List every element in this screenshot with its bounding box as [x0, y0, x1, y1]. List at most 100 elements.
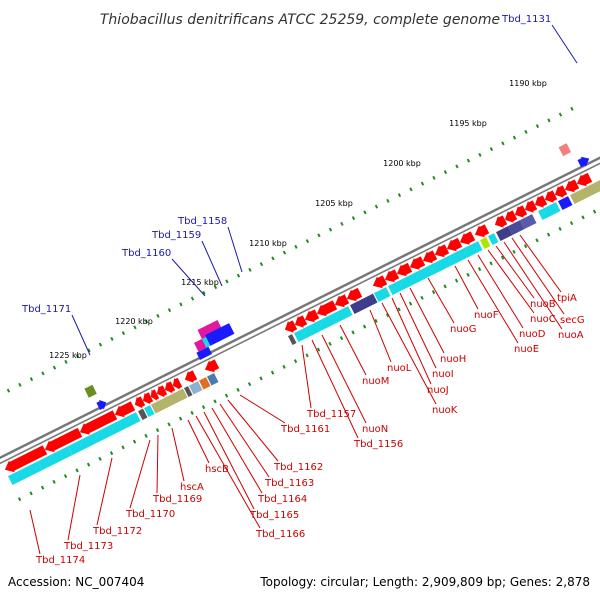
- cds-block: [488, 233, 499, 245]
- tick-mark: [224, 393, 229, 398]
- tick-mark: [523, 244, 528, 249]
- tick-mark: [167, 422, 171, 427]
- gene-arrow: [384, 269, 400, 283]
- tick-mark: [547, 118, 551, 123]
- tick-mark: [570, 106, 574, 111]
- tick-mark: [455, 164, 459, 169]
- gene-arrow: [284, 320, 298, 333]
- gene-arrow: [544, 190, 558, 203]
- leader-line: [487, 249, 535, 314]
- leader-line: [399, 292, 437, 369]
- tick-mark: [144, 319, 149, 324]
- inner-gene-label: Tbd_1164: [257, 494, 307, 505]
- tick-mark: [225, 279, 229, 284]
- tick-mark: [86, 462, 91, 467]
- tick-mark: [316, 347, 321, 352]
- scale-label: 1215 kbp: [181, 278, 219, 287]
- tick-mark: [270, 370, 275, 375]
- tick-mark: [305, 353, 309, 358]
- inner-gene-label: Tbd_1161: [280, 424, 330, 435]
- gene-labels: Tbd_1131 Tbd_1158 Tbd_1159 Tbd_1160 Tbd_1171…: [21, 14, 585, 566]
- inner-gene-label: nuoF: [474, 310, 499, 321]
- inner-gene-label: Tbd_1173: [63, 541, 113, 552]
- outer-feature-block: [197, 320, 223, 341]
- tick-mark: [121, 331, 126, 336]
- leader-line: [96, 457, 113, 526]
- tick-mark: [282, 250, 287, 255]
- scale-label: 1225 kbp: [49, 351, 87, 360]
- gene-arrow: [494, 215, 508, 228]
- tick-mark: [29, 377, 34, 382]
- tick-mark: [52, 479, 56, 484]
- cds-block: [508, 220, 525, 235]
- leader-line: [467, 259, 519, 344]
- gene-arrow: [204, 359, 220, 373]
- gene-arrow: [554, 185, 568, 198]
- inner-gene-label: nuoK: [432, 405, 458, 416]
- tick-mark: [213, 399, 217, 404]
- tick-mark: [592, 209, 597, 214]
- tick-mark: [386, 198, 390, 203]
- tick-mark: [374, 204, 379, 209]
- outer-feature-block: [205, 323, 235, 346]
- leader-line: [156, 434, 159, 494]
- genome-backbone: [0, 156, 600, 465]
- inner-gene-label: nuoG: [450, 324, 477, 335]
- cds-block: [138, 408, 148, 420]
- outer-gene-label: Tbd_1171: [21, 304, 71, 315]
- tick-mark: [75, 468, 79, 473]
- tick-mark: [29, 491, 33, 496]
- gene-arrow: [564, 179, 580, 193]
- inner-gene-label: hscB: [205, 464, 229, 475]
- inner-gene-label: nuoH: [440, 354, 466, 365]
- tick-mark: [259, 376, 263, 381]
- tick-mark: [443, 284, 447, 289]
- inner-gene-label: Tbd_1174: [35, 555, 85, 566]
- tick-mark: [408, 301, 413, 306]
- tick-mark: [489, 147, 494, 152]
- tick-mark: [282, 364, 286, 369]
- tick-mark: [340, 221, 344, 226]
- tick-mark: [328, 227, 333, 232]
- cds-block: [184, 386, 193, 397]
- outer-feature-block: [194, 338, 207, 352]
- leader-line: [67, 474, 81, 541]
- tick-mark: [385, 313, 390, 318]
- tick-mark: [409, 187, 413, 192]
- scale-label: 1205 kbp: [315, 199, 353, 208]
- gene-arrow: [142, 392, 154, 405]
- tick-mark: [178, 416, 183, 421]
- tick-mark: [63, 474, 68, 479]
- gene-arrow: [576, 172, 593, 187]
- cds-block: [68, 412, 141, 455]
- genome-summary-label: Topology: circular; Length: 2,909,809 bp…: [259, 575, 590, 589]
- tick-mark: [432, 175, 436, 180]
- leader-line: [409, 287, 445, 354]
- scale-labels: 1190 kbp 1195 kbp 1200 kbp 1205 kbp 1210 kbp…: [49, 79, 547, 360]
- inner-gene-label: nuoM: [362, 376, 389, 387]
- inner-gene-label: nuoB: [530, 299, 556, 310]
- tick-mark: [535, 124, 540, 129]
- leader-line: [495, 245, 535, 299]
- cds-block: [294, 306, 353, 342]
- leader-lines: [29, 24, 578, 555]
- gene-arrow: [172, 377, 183, 390]
- cds-block: [8, 461, 43, 485]
- tick-mark: [98, 456, 102, 461]
- gene-arrow: [514, 205, 528, 218]
- tick-mark: [167, 308, 172, 313]
- tick-mark: [190, 296, 195, 301]
- gene-arrow: [474, 224, 490, 238]
- gene-arrow: [524, 200, 538, 213]
- tick-mark: [374, 318, 378, 323]
- inner-gene-label: Tbd_1166: [255, 529, 305, 540]
- cds-block: [374, 287, 391, 302]
- tick-mark: [305, 239, 310, 244]
- tick-mark: [477, 267, 482, 272]
- leader-line: [454, 265, 479, 310]
- map-title: Thiobacillus denitrificans ATCC 25259, c…: [100, 12, 500, 28]
- leader-line: [195, 415, 261, 529]
- tick-mark: [259, 262, 264, 267]
- outer-gene-label: Tbd_1131: [501, 14, 551, 25]
